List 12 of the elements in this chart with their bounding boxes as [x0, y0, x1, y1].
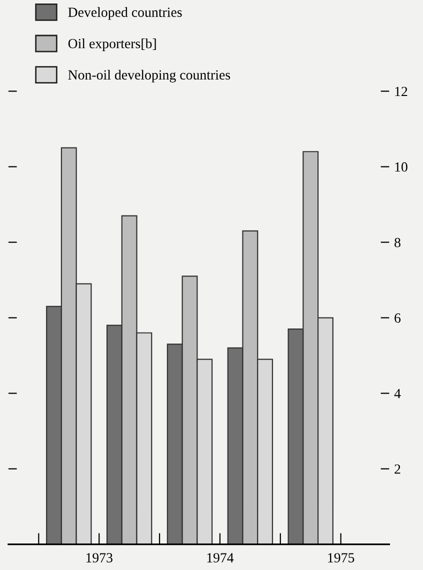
y-tick-label: 2 [394, 464, 400, 474]
x-tick-label: 1973 [86, 553, 112, 562]
x-tick-label: 1974 [207, 553, 234, 562]
y-tick-label: 12 [395, 86, 408, 96]
legend-label: Developed countries [68, 7, 182, 20]
legend-label: Oil exporters[b] [68, 38, 156, 52]
x-tick-label: 1975 [328, 553, 354, 562]
y-tick-label: 6 [394, 313, 401, 323]
legend-label: Non-oil developing countries [68, 70, 230, 82]
y-tick-label: 4 [394, 388, 401, 398]
y-tick-label: 10 [395, 162, 408, 172]
y-tick-label: 8 [394, 238, 400, 248]
